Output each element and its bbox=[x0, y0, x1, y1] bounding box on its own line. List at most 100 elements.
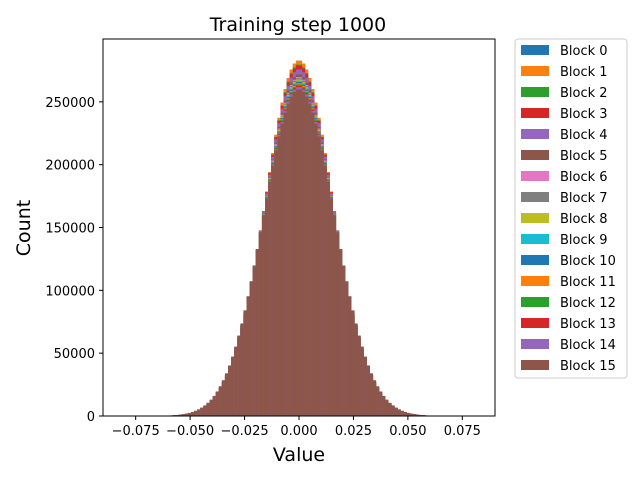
legend-label: Block 13 bbox=[560, 317, 616, 332]
bar bbox=[252, 265, 256, 416]
bar bbox=[385, 399, 389, 416]
legend-frame bbox=[514, 38, 628, 379]
bar bbox=[299, 89, 303, 416]
legend-label: Block 12 bbox=[560, 296, 616, 311]
bar bbox=[249, 281, 253, 416]
x-tick-label: −0.050 bbox=[166, 424, 214, 439]
legend-swatch bbox=[521, 339, 549, 349]
x-tick-label: 0.050 bbox=[389, 424, 426, 439]
legend-swatch bbox=[521, 108, 549, 118]
bar bbox=[187, 412, 192, 416]
bar bbox=[200, 407, 204, 416]
legend-swatch bbox=[521, 87, 549, 97]
legend-label: Block 7 bbox=[560, 191, 608, 206]
bar bbox=[366, 365, 370, 416]
bar bbox=[357, 335, 361, 416]
bar bbox=[360, 346, 364, 416]
legend-swatch bbox=[521, 192, 549, 202]
bar bbox=[369, 373, 374, 416]
bar bbox=[268, 181, 272, 416]
bar bbox=[419, 414, 423, 416]
bar bbox=[326, 181, 330, 416]
bar bbox=[323, 165, 327, 416]
y-tick-label: 200000 bbox=[45, 159, 95, 174]
series-15 bbox=[144, 89, 454, 417]
bar bbox=[221, 380, 225, 416]
bar bbox=[258, 232, 262, 416]
y-tick-label: 50000 bbox=[54, 347, 95, 362]
bar bbox=[329, 198, 333, 416]
chart-title: Training step 1000 bbox=[209, 14, 387, 36]
bar bbox=[197, 409, 201, 416]
x-tick-label: −0.025 bbox=[221, 424, 269, 439]
plot-area bbox=[102, 38, 496, 417]
bar bbox=[274, 150, 278, 416]
legend-label: Block 9 bbox=[560, 233, 608, 248]
bar bbox=[373, 380, 377, 416]
bar bbox=[218, 386, 222, 416]
y-tick-label: 150000 bbox=[45, 222, 95, 237]
bar bbox=[339, 249, 343, 416]
bar bbox=[317, 136, 321, 416]
histogram-bars bbox=[144, 60, 454, 417]
bar bbox=[234, 346, 238, 416]
bar bbox=[376, 386, 380, 416]
y-axis-ticks: 0 50000 100000 150000 200000 250000 bbox=[45, 96, 103, 425]
bar bbox=[243, 310, 247, 416]
bar bbox=[280, 123, 284, 417]
y-tick-label: 100000 bbox=[45, 284, 95, 299]
x-axis-ticks: −0.075 −0.050 −0.025 0.000 0.025 0.050 0.075 bbox=[112, 416, 481, 439]
bar bbox=[406, 412, 411, 416]
bar bbox=[228, 365, 232, 416]
bar bbox=[397, 409, 401, 416]
legend-swatch bbox=[521, 150, 549, 160]
legend-label: Block 1 bbox=[560, 65, 608, 80]
bar bbox=[363, 356, 367, 416]
bar bbox=[314, 123, 318, 417]
bar bbox=[348, 296, 352, 416]
legend-swatch bbox=[521, 45, 549, 55]
bar bbox=[345, 281, 349, 416]
legend-label: Block 15 bbox=[560, 359, 616, 374]
legend: Block 0 Block 1 Block 2 Block 3 Block 4 Block… bbox=[514, 38, 628, 379]
legend-label: Block 8 bbox=[560, 212, 608, 227]
bar bbox=[416, 414, 420, 416]
bar bbox=[215, 391, 219, 416]
legend-label: Block 4 bbox=[560, 128, 608, 143]
y-tick-label: 0 bbox=[87, 410, 95, 425]
bar bbox=[224, 373, 229, 416]
bar bbox=[240, 323, 244, 416]
bar bbox=[403, 411, 407, 416]
bar bbox=[336, 232, 340, 416]
bar bbox=[191, 411, 195, 416]
bar bbox=[391, 405, 395, 416]
legend-items: Block 0 Block 1 Block 2 Block 3 Block 4 Block… bbox=[521, 44, 616, 374]
bar bbox=[178, 414, 182, 416]
bar bbox=[194, 410, 198, 416]
bar bbox=[394, 407, 398, 416]
y-tick-label: 250000 bbox=[45, 96, 95, 111]
legend-swatch bbox=[521, 171, 549, 181]
bar bbox=[175, 414, 179, 416]
bar bbox=[354, 323, 358, 416]
bar bbox=[351, 310, 355, 416]
bar bbox=[286, 103, 290, 416]
legend-swatch bbox=[521, 360, 549, 370]
bar bbox=[181, 414, 185, 416]
bar bbox=[292, 91, 296, 416]
bar bbox=[261, 215, 266, 416]
x-tick-label: 0.025 bbox=[335, 424, 372, 439]
bar bbox=[265, 198, 269, 416]
legend-label: Block 6 bbox=[560, 170, 608, 185]
bar bbox=[206, 402, 210, 416]
bar bbox=[342, 265, 346, 416]
legend-label: Block 0 bbox=[560, 44, 608, 59]
bar bbox=[246, 296, 250, 416]
bar bbox=[400, 410, 404, 416]
bar bbox=[388, 402, 392, 416]
legend-swatch bbox=[521, 255, 549, 265]
legend-swatch bbox=[521, 297, 549, 307]
legend-swatch bbox=[521, 276, 549, 286]
x-tick-label: −0.075 bbox=[112, 424, 160, 439]
